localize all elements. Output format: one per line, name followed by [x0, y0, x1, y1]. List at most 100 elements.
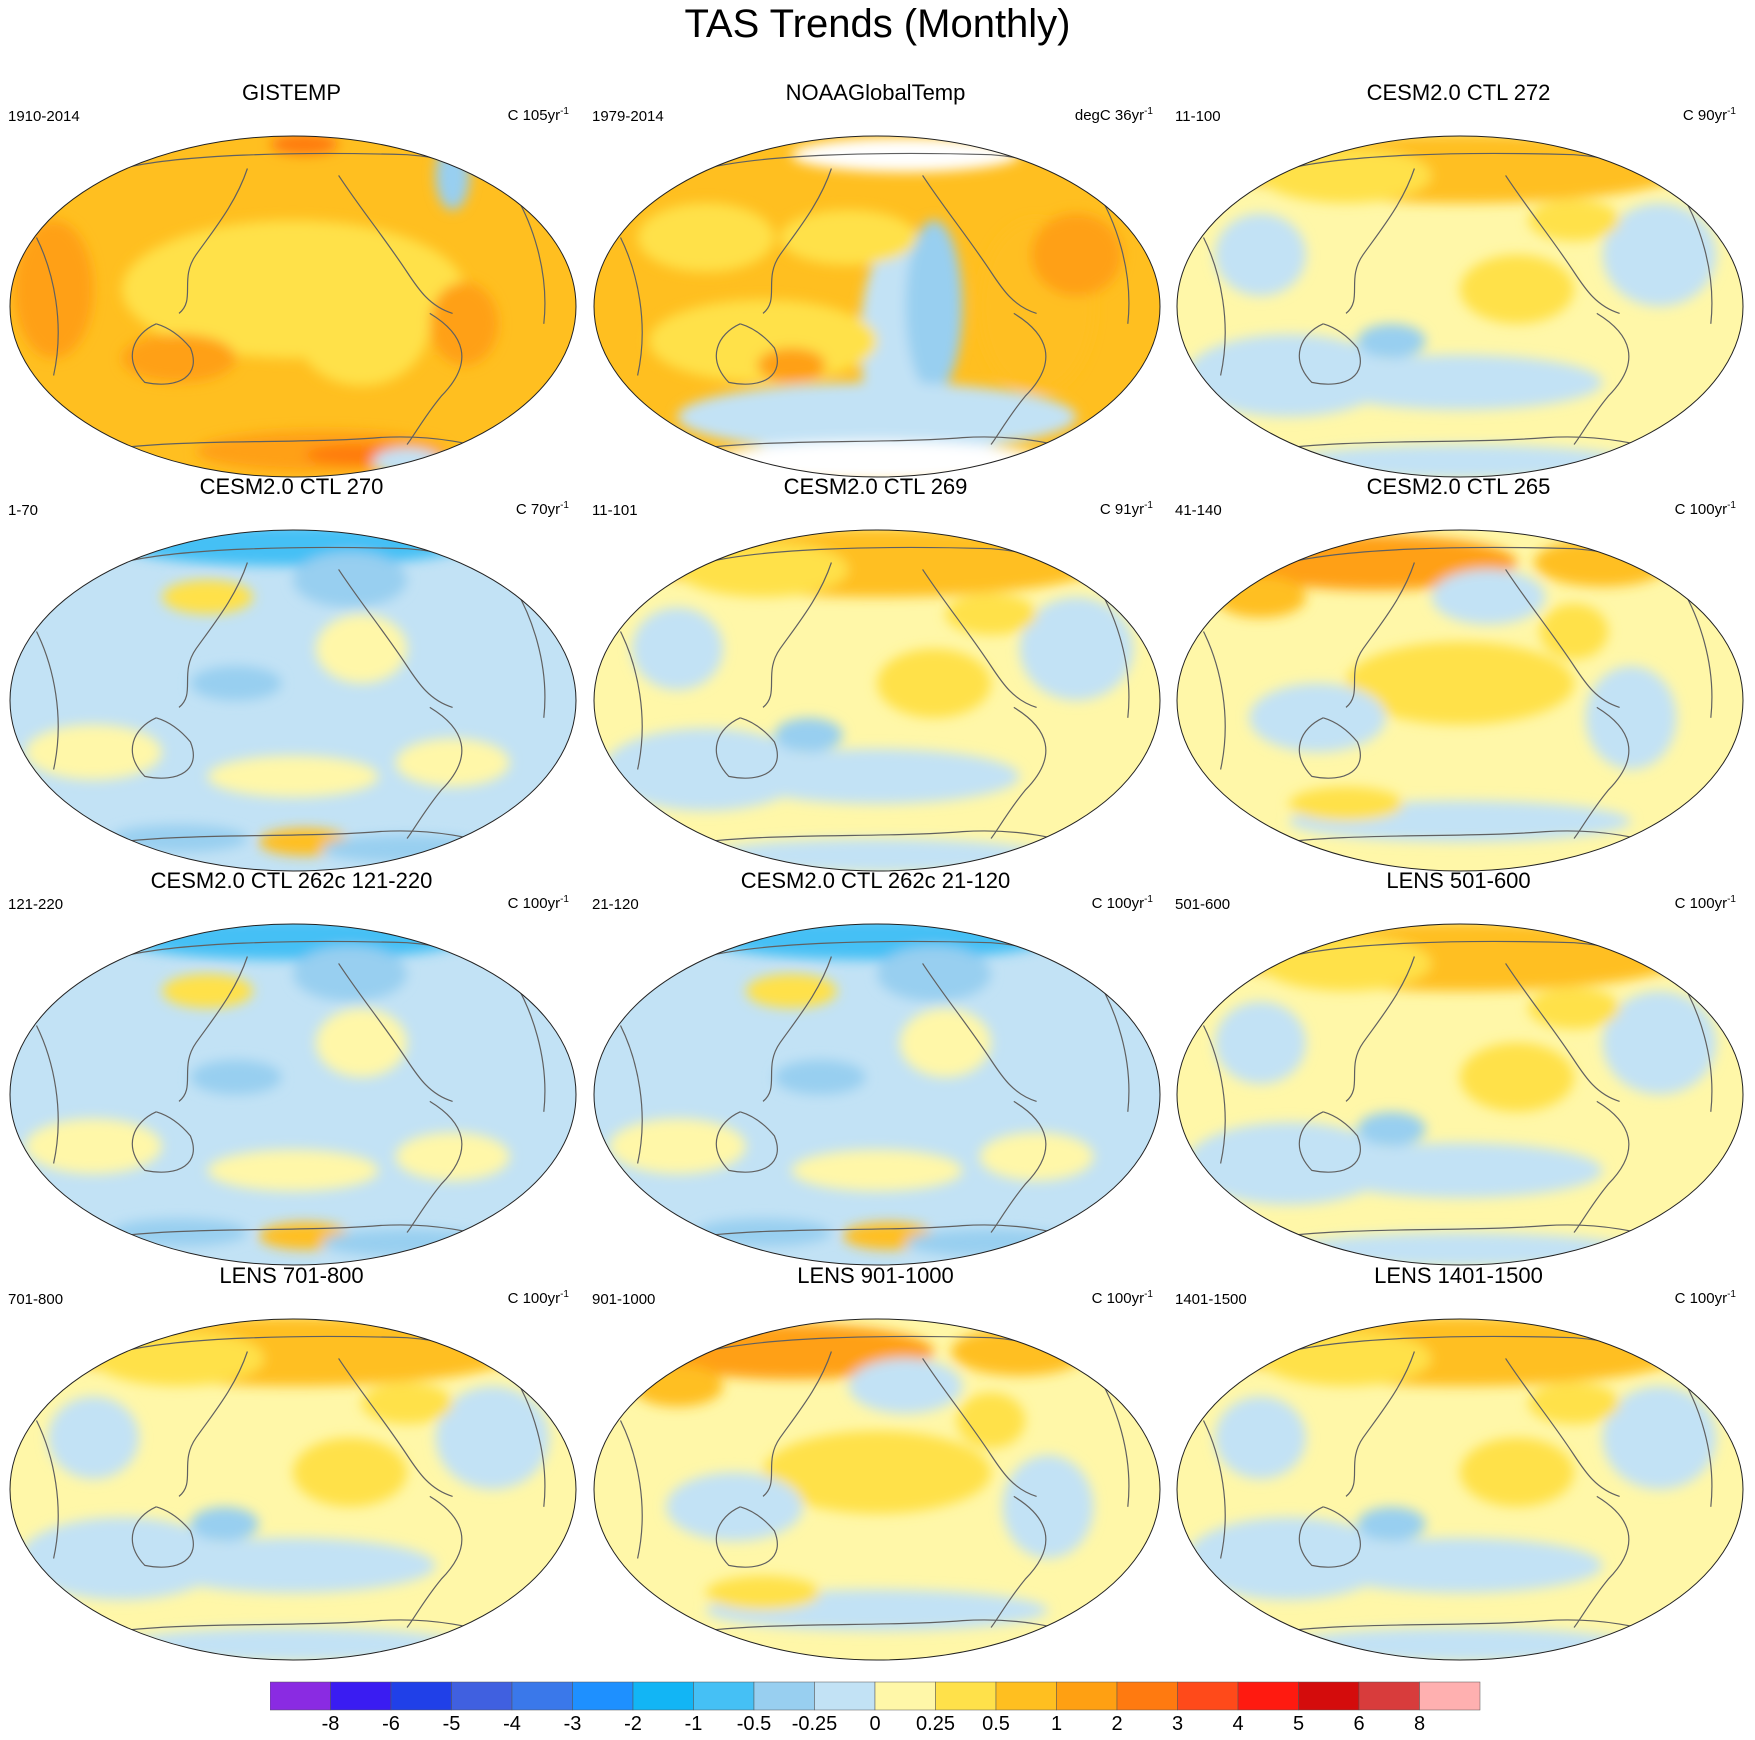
trend-region	[110, 1218, 248, 1247]
trend-region	[1260, 147, 1432, 203]
trend-region	[979, 1132, 1094, 1181]
coastline	[990, 312, 1047, 445]
colorbar-swatch	[1177, 1681, 1239, 1711]
coastline	[406, 1495, 463, 1628]
map-panel: LENS 901-1000 901-1000 C 100yr-1	[584, 1261, 1167, 1661]
coastline	[1505, 963, 1620, 1102]
coastline	[406, 706, 463, 839]
coastline	[1298, 717, 1361, 779]
coastline	[1505, 569, 1620, 708]
coastline	[1298, 1506, 1361, 1568]
coastline	[1573, 1495, 1630, 1628]
trend-region	[1460, 1042, 1574, 1112]
coastline	[35, 1025, 59, 1164]
trend-region	[631, 607, 724, 691]
map-outline	[1176, 135, 1744, 478]
colorbar-swatch	[390, 1681, 452, 1711]
coastline	[1298, 323, 1361, 385]
colorbar-tick-label: -3	[563, 1713, 582, 1735]
coastline	[1345, 956, 1415, 1102]
map-outline	[1176, 1318, 1744, 1661]
panel-period-label: 501-600	[1175, 896, 1231, 913]
trend-region	[757, 347, 826, 383]
colorbar-swatch	[935, 1681, 997, 1711]
panel-period-label: 11-101	[592, 502, 638, 519]
trend-region	[905, 1229, 1077, 1257]
trend-region	[1357, 323, 1426, 359]
trend-region	[1214, 213, 1307, 297]
trend-region	[1528, 199, 1620, 241]
colorbar-tick-label: -0.5	[736, 1713, 772, 1735]
panel-period-label: 41-140	[1175, 502, 1222, 519]
map-panel: CESM2.0 CTL 265 41-140 C 100yr-1	[1167, 472, 1750, 872]
trend-region	[1260, 1330, 1432, 1386]
panel-unit-label: C 100yr-1	[507, 1289, 569, 1307]
coastline	[1202, 631, 1226, 770]
map-panel: CESM2.0 CTL 272 11-100 C 90yr-1	[1167, 78, 1750, 478]
colorbar-swatch	[693, 1681, 755, 1711]
colorbar-tick-label: 5	[1292, 1713, 1305, 1735]
trend-region	[270, 136, 339, 155]
coastline	[619, 1025, 643, 1164]
colorbar-swatch	[1237, 1681, 1299, 1711]
map-panel: GISTEMP 1910-2014 C 105yr-1	[0, 78, 583, 478]
map-panel: LENS 701-800 701-800 C 100yr-1	[0, 1261, 583, 1661]
panel-period-label: 1979-2014	[592, 108, 664, 125]
colorbar-swatch	[995, 1681, 1057, 1711]
coastline	[338, 963, 453, 1102]
coastline	[715, 323, 778, 385]
colorbar-tick-label: -2	[624, 1713, 642, 1735]
trend-map	[593, 1318, 1161, 1661]
trend-region	[395, 738, 510, 787]
map-background	[10, 530, 576, 871]
coastline	[1345, 562, 1415, 708]
trend-region	[677, 541, 849, 597]
trend-map	[593, 923, 1161, 1266]
trend-region	[877, 648, 991, 718]
map-outline	[9, 923, 577, 1266]
trend-region	[1030, 213, 1123, 297]
panel-unit-label: C 100yr-1	[1674, 894, 1736, 912]
trend-region	[791, 1149, 963, 1192]
trend-region	[293, 261, 430, 386]
trend-region	[1602, 203, 1717, 307]
panel-unit-label: degC 36yr-1	[1074, 106, 1153, 124]
colorbar-swatch	[1298, 1681, 1360, 1711]
coastline	[178, 168, 248, 314]
colorbar-tick-label: 0.25	[916, 1713, 955, 1735]
coastline	[922, 175, 1037, 314]
panel-title: CESM2.0 CTL 269	[783, 474, 968, 499]
coastline	[922, 963, 1037, 1102]
coastline	[406, 1100, 463, 1233]
trend-region	[190, 666, 282, 701]
trend-region	[47, 1396, 140, 1480]
coastline	[338, 175, 453, 314]
trend-region	[734, 748, 1020, 804]
trend-region	[122, 1627, 464, 1660]
trend-region	[361, 1382, 453, 1424]
panel-unit-label: C 105yr-1	[507, 106, 569, 124]
trend-region	[745, 973, 838, 1009]
coastline	[762, 1351, 832, 1497]
coastline	[406, 312, 463, 445]
map-panel: CESM2.0 CTL 262c 21-120 21-120 C 100yr-1	[584, 866, 1167, 1266]
trend-region	[1534, 538, 1671, 587]
colorbar-tick-label: 2	[1111, 1713, 1123, 1735]
coastline	[1573, 1100, 1630, 1233]
trend-map	[9, 135, 577, 478]
panel-title: LENS 701-800	[219, 1263, 364, 1288]
map-outline	[1176, 529, 1744, 872]
coastline	[1202, 237, 1226, 376]
trend-region	[1317, 1537, 1603, 1593]
panel-title: LENS 901-1000	[797, 1263, 954, 1288]
trend-map	[1176, 923, 1744, 1266]
colorbar-swatch	[1056, 1681, 1118, 1711]
panel-unit-label: C 90yr-1	[1682, 106, 1736, 124]
panel-period-label: 121-220	[8, 896, 64, 913]
trend-region	[956, 1392, 1026, 1449]
coastline	[715, 1111, 778, 1173]
trend-region	[1602, 991, 1717, 1095]
coastline	[178, 956, 248, 1102]
trend-region	[899, 1008, 991, 1078]
panel-unit-label: C 100yr-1	[1091, 1289, 1153, 1307]
